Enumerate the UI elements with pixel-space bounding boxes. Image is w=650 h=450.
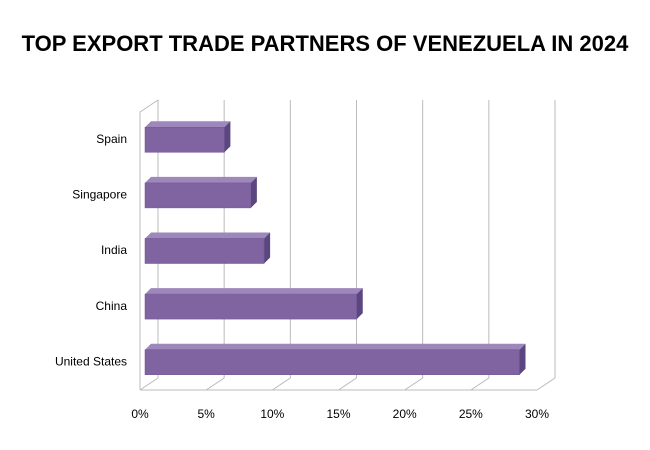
y-tick-label: China bbox=[96, 299, 128, 313]
bar-side bbox=[356, 288, 363, 320]
bar bbox=[144, 127, 225, 153]
bar bbox=[144, 238, 265, 264]
x-tick-label: 15% bbox=[326, 407, 350, 421]
x-tick-label: 30% bbox=[525, 407, 549, 421]
bar bbox=[144, 182, 252, 209]
y-tick-label: India bbox=[101, 243, 127, 257]
y-tick-label: Singapore bbox=[72, 188, 127, 202]
grid-line bbox=[205, 377, 225, 391]
grid-line bbox=[536, 377, 556, 391]
x-tick-label: 10% bbox=[260, 407, 284, 421]
chart-title: TOP EXPORT TRADE PARTNERS OF VENEZUELA I… bbox=[22, 31, 630, 56]
wall-edge bbox=[139, 99, 159, 113]
grid-line bbox=[139, 377, 159, 391]
bar-top bbox=[145, 176, 257, 183]
bar-top bbox=[145, 288, 363, 295]
y-tick-label: United States bbox=[55, 354, 127, 368]
x-tick-label: 20% bbox=[393, 407, 417, 421]
bar-side bbox=[250, 176, 257, 208]
bar bbox=[144, 293, 357, 320]
bar-side bbox=[264, 232, 271, 264]
grid-line bbox=[272, 377, 291, 391]
bar-top bbox=[145, 343, 526, 350]
bar bbox=[144, 349, 520, 375]
grid-line bbox=[338, 377, 357, 391]
bar-top bbox=[145, 121, 231, 128]
x-tick-label: 0% bbox=[131, 407, 149, 421]
x-tick-label: 25% bbox=[459, 407, 483, 421]
x-tick-label: 5% bbox=[197, 407, 215, 421]
grid-line bbox=[404, 377, 423, 391]
bar-side bbox=[519, 343, 526, 375]
y-tick-label: Spain bbox=[96, 132, 127, 146]
grid-line bbox=[470, 377, 490, 391]
bar-side bbox=[224, 121, 231, 153]
bar-top bbox=[145, 232, 271, 239]
